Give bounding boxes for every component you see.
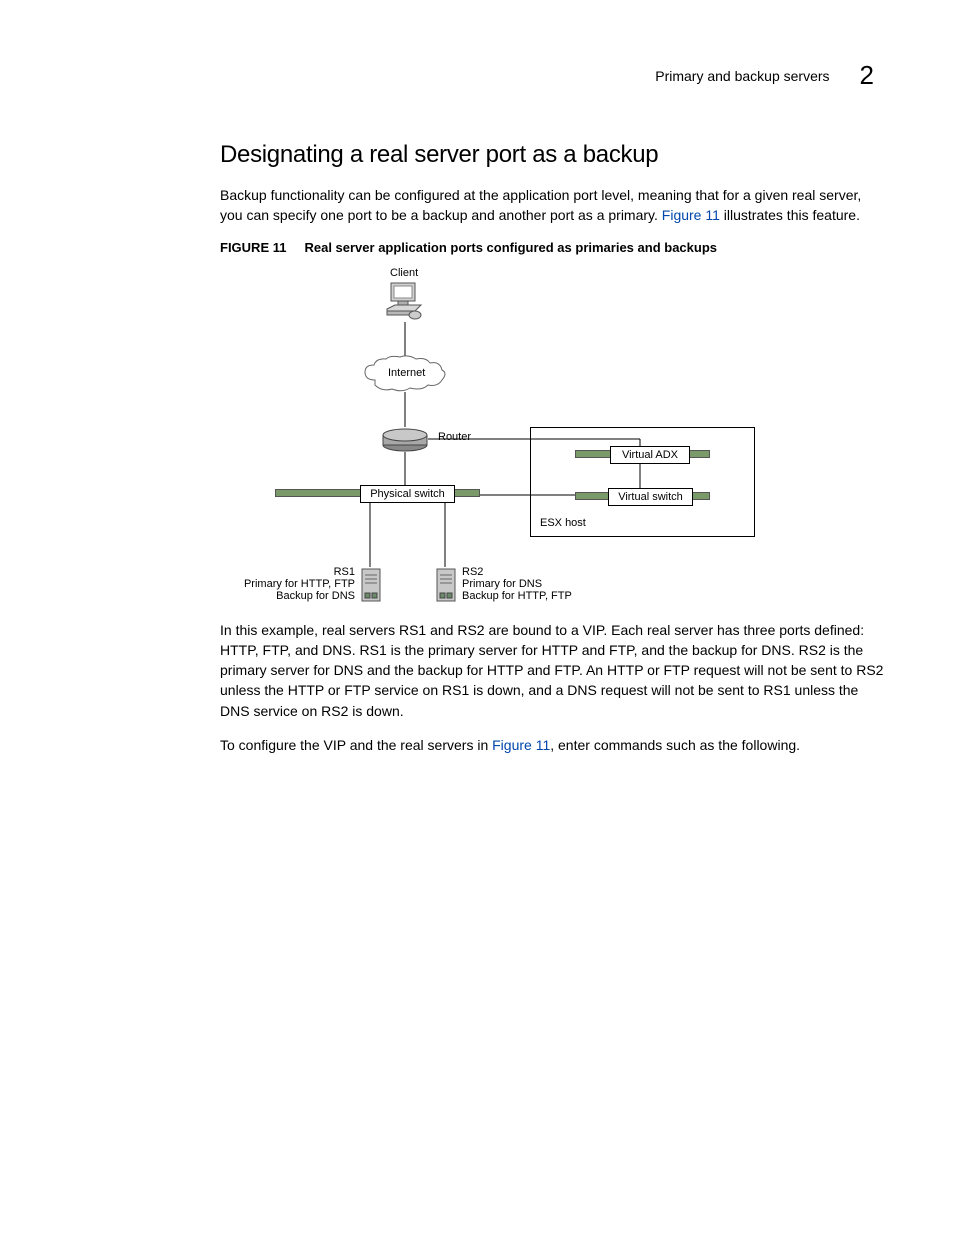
rs1-server-icon xyxy=(360,567,382,605)
paragraph-example: In this example, real servers RS1 and RS… xyxy=(220,620,884,721)
rs2-server-icon xyxy=(435,567,457,605)
esx-host-label: ESX host xyxy=(540,517,586,529)
figure-link-2[interactable]: Figure 11 xyxy=(492,737,550,753)
virtual-adx-label: Virtual ADX xyxy=(610,446,690,464)
internet-label: Internet xyxy=(388,367,425,379)
paragraph-configure: To configure the VIP and the real server… xyxy=(220,735,884,755)
rs1-backup: Backup for DNS xyxy=(220,590,355,602)
client-icon xyxy=(385,281,425,323)
para3-text-b: , enter commands such as the following. xyxy=(550,737,800,753)
client-label: Client xyxy=(390,267,418,279)
page-number: 2 xyxy=(860,60,874,91)
section-title: Designating a real server port as a back… xyxy=(220,141,884,169)
router-label: Router xyxy=(438,431,471,443)
virtual-switch-label: Virtual switch xyxy=(608,488,693,506)
rs1-primary: Primary for HTTP, FTP xyxy=(220,578,355,590)
paragraph-intro: Backup functionality can be configured a… xyxy=(220,185,884,226)
header-section: Primary and backup servers xyxy=(655,68,829,84)
para1-text-b: illustrates this feature. xyxy=(720,207,860,223)
physical-switch-label: Physical switch xyxy=(360,485,455,503)
rs1-name: RS1 xyxy=(220,566,355,578)
router-icon xyxy=(380,425,430,453)
rs1-labels: RS1 Primary for HTTP, FTP Backup for DNS xyxy=(220,566,355,602)
figure-caption: FIGURE 11 Real server application ports c… xyxy=(220,240,884,255)
network-diagram: Client Internet Router xyxy=(220,267,880,612)
figure-desc: Real server application ports configured… xyxy=(304,240,717,255)
page-header: Primary and backup servers 2 xyxy=(70,60,884,91)
rs2-backup: Backup for HTTP, FTP xyxy=(462,590,572,602)
rs2-labels: RS2 Primary for DNS Backup for HTTP, FTP xyxy=(462,566,572,602)
figure-number: FIGURE 11 xyxy=(220,240,286,255)
figure-link-1[interactable]: Figure 11 xyxy=(662,207,720,223)
para3-text-a: To configure the VIP and the real server… xyxy=(220,737,492,753)
rs2-name: RS2 xyxy=(462,566,572,578)
rs2-primary: Primary for DNS xyxy=(462,578,572,590)
